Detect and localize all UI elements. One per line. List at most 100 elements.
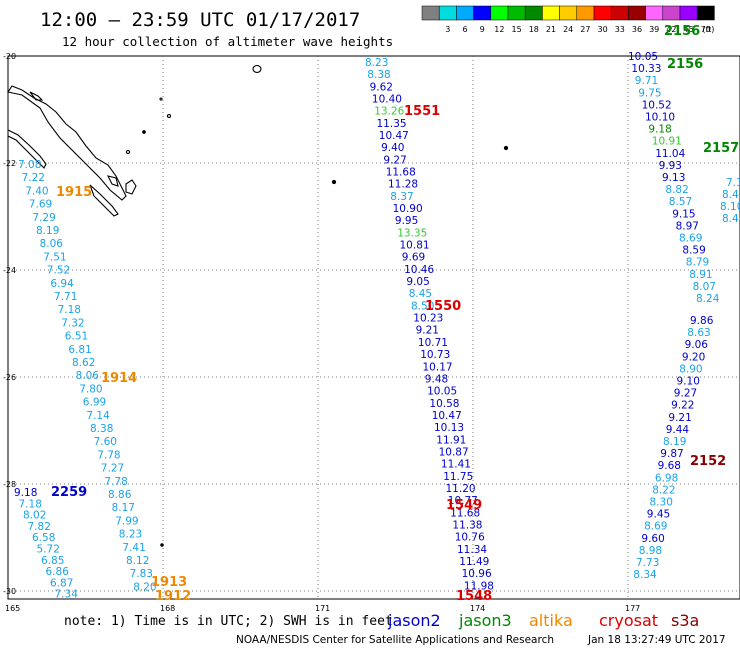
jason2-center-value: 10.96 — [462, 568, 492, 580]
lat-tick-label: -28 — [3, 480, 16, 489]
jason2-center-value: 10.17 — [423, 361, 453, 373]
jason2-center-value: 10.77 — [448, 495, 478, 507]
west-track-value: 6.81 — [68, 344, 91, 356]
scale-label: 45 — [684, 25, 694, 34]
time-label-2157: 2157 — [703, 141, 739, 156]
jason2-center-value: 10.90 — [393, 203, 423, 215]
scale-swatch — [628, 5, 646, 21]
jason2-center-value: 8.37 — [390, 191, 413, 203]
page-subtitle: 12 hour collection of altimeter wave hei… — [62, 34, 393, 49]
east-upper-value: 10.91 — [652, 136, 682, 148]
jason2-center-value: 10.13 — [434, 422, 464, 434]
scale-swatch — [542, 5, 560, 21]
jason2-center-value: 9.69 — [402, 252, 425, 264]
jason2-center-value: 9.21 — [416, 325, 439, 337]
scale-swatch — [576, 5, 595, 21]
east-lower-value: 9.60 — [641, 533, 664, 545]
west-track2-value: 6.85 — [41, 555, 64, 567]
scale-label: 39 — [649, 25, 659, 34]
east-upper-value: 9.15 — [672, 208, 695, 220]
jason2-center-value: 9.95 — [395, 215, 418, 227]
lon-tick-label: 168 — [160, 604, 175, 613]
jason2-center-value: 10.05 — [427, 386, 457, 398]
west-track-value: 7.60 — [94, 436, 117, 448]
east-upper-value: 8.91 — [689, 269, 712, 281]
east-upper-value: 10.33 — [631, 63, 661, 75]
footer-credit: NOAA/NESDIS Center for Satellite Applica… — [236, 634, 554, 646]
scale-swatch — [696, 5, 715, 21]
west-track2-value: 8.02 — [23, 510, 46, 522]
jason2-center-value: 8.50 — [411, 300, 434, 312]
jason2-center-value: 9.40 — [381, 142, 404, 154]
west-track-value: 7.32 — [61, 317, 84, 329]
east-lower-value: 8.19 — [663, 436, 686, 448]
east-upper-value: 8.57 — [669, 196, 692, 208]
west-track-value: 7.52 — [47, 265, 70, 277]
coastline-new-caledonia — [7, 64, 509, 547]
jason2-center-value: 11.28 — [388, 179, 418, 191]
east-lower-value: 9.68 — [658, 460, 681, 472]
east-upper-value: 9.18 — [648, 124, 671, 136]
west-track-value: 7.99 — [115, 515, 138, 527]
lat-tick-label: -30 — [3, 587, 16, 596]
east-lower-value: 9.21 — [668, 412, 691, 424]
east-lower-value: 9.27 — [674, 388, 697, 400]
scale-label: 42 — [666, 25, 676, 34]
scale-label: 21 — [546, 25, 556, 34]
scale-swatch — [610, 5, 629, 21]
jason2-center-value: 8.45 — [409, 288, 432, 300]
scale-swatch — [524, 5, 543, 21]
west-track-value: 6.94 — [50, 278, 74, 290]
east-upper-value: 8.69 — [679, 233, 702, 245]
time-label-2259: 2259 — [51, 485, 87, 500]
jason2-center-value: 13.35 — [397, 227, 427, 239]
east-lower-value: 7.73 — [636, 557, 659, 569]
jason2-center-value: 10.46 — [404, 264, 434, 276]
scale-swatch — [421, 5, 440, 21]
east-upper-value: 9.75 — [638, 87, 661, 99]
jason2-center-value: 9.62 — [370, 81, 393, 93]
west-track2-value: 7.18 — [19, 498, 42, 510]
legend-s3a: s3a — [671, 611, 699, 630]
lat-tick-label: -22 — [3, 159, 16, 168]
jason2-center-value: 9.48 — [425, 373, 448, 385]
jason2-center-value: 11.68 — [450, 507, 480, 519]
west-track-value: 8.17 — [112, 502, 135, 514]
scale-label: 18 — [529, 25, 539, 34]
west-track-value: 7.51 — [43, 251, 66, 263]
scale-label: 30 — [598, 25, 608, 34]
west-track2-value: 6.87 — [50, 577, 73, 589]
lon-tick-label: 171 — [315, 604, 330, 613]
jason2-center-value: 8.23 — [365, 57, 388, 69]
satellite-legend: jason2 jason3 altika cryosat s3a — [387, 611, 699, 630]
time-label-1913: 1913 — [151, 575, 187, 590]
lon-tick-label: 177 — [625, 604, 640, 613]
east-edge-value: 7.1 — [726, 177, 740, 189]
scale-unit: (ft) — [702, 25, 714, 34]
east-lower-value: 8.22 — [652, 484, 675, 496]
west-track-value: 7.83 — [130, 568, 153, 580]
west-track-value: 7.29 — [32, 212, 55, 224]
scale-swatch — [645, 5, 664, 21]
east-lower-value: 9.20 — [682, 351, 705, 363]
west-track2-value: 6.86 — [46, 566, 70, 578]
jason2-center-value: 10.73 — [420, 349, 450, 361]
east-lower-value: 8.90 — [679, 363, 702, 375]
scale-swatch — [456, 5, 474, 21]
color-scale-legend: 3 6 9 12 15 18 21 24 27 30 33 36 39 42 45 70(ft) — [421, 5, 715, 34]
scale-label: 70 — [701, 25, 711, 34]
jason2-center-value: 10.76 — [455, 532, 485, 544]
west-track-value: 8.19 — [36, 225, 59, 237]
west-track-value: 7.22 — [22, 172, 45, 184]
scale-swatch — [559, 5, 578, 21]
lon-tick-label: 165 — [5, 604, 20, 613]
west-track-value: 6.51 — [65, 331, 88, 343]
jason2-center-value: 11.91 — [436, 434, 466, 446]
east-upper-value: 9.71 — [635, 75, 658, 87]
west-track-value: 8.62 — [72, 357, 95, 369]
west-track-value: 8.23 — [119, 529, 142, 541]
legend-cryosat: cryosat — [599, 611, 658, 630]
jason2-center-value: 11.38 — [452, 519, 482, 531]
jason2-center-value: 11.98 — [464, 580, 494, 592]
